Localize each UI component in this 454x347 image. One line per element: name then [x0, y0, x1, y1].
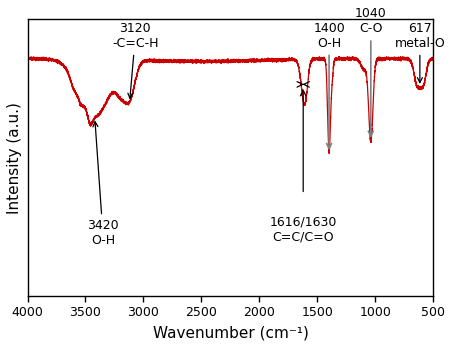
X-axis label: Wavenumber (cm⁻¹): Wavenumber (cm⁻¹) — [153, 325, 308, 340]
Text: 3420
O-H: 3420 O-H — [87, 122, 118, 247]
Text: 1040
C-O: 1040 C-O — [355, 8, 387, 136]
Text: 1400
O-H: 1400 O-H — [313, 22, 345, 149]
Text: 3120
-C=C-H: 3120 -C=C-H — [112, 22, 158, 98]
Text: 1616/1630
C=C/C=O: 1616/1630 C=C/C=O — [270, 216, 337, 244]
Text: 617
metal-O: 617 metal-O — [395, 22, 445, 83]
Y-axis label: Intensity (a.u.): Intensity (a.u.) — [7, 102, 22, 214]
